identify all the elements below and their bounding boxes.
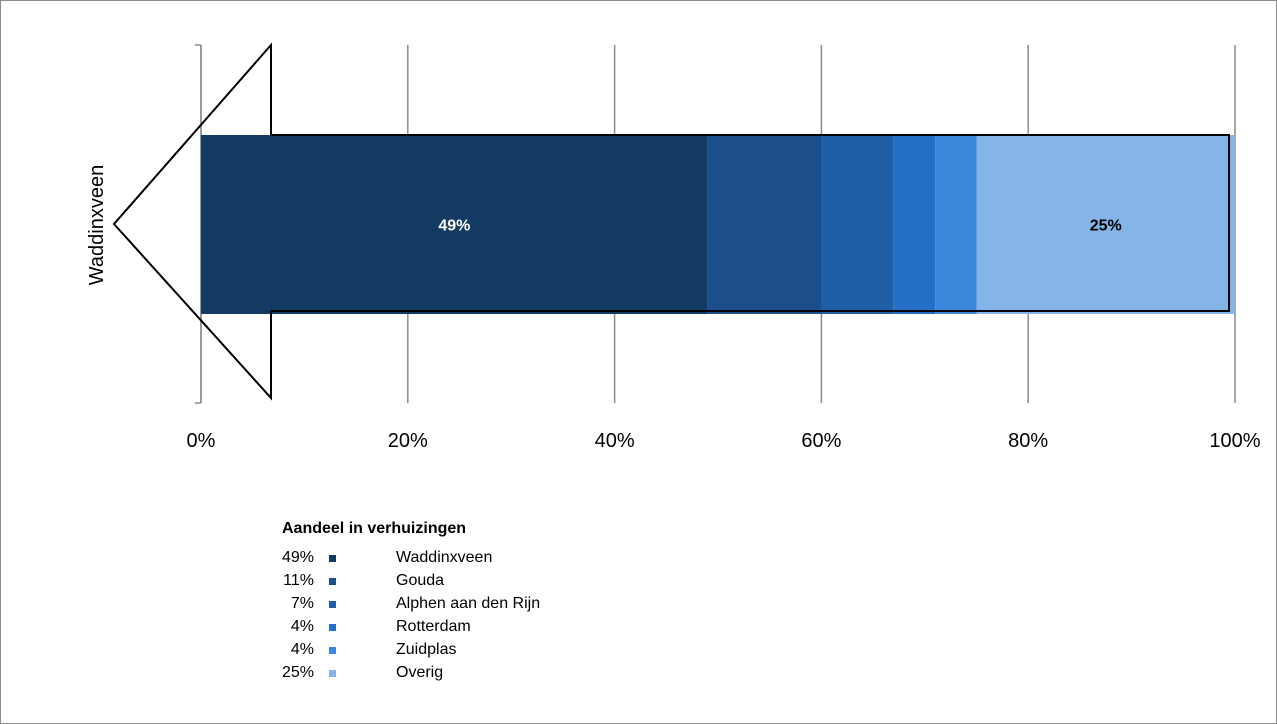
arrow-shape (112, 42, 1230, 401)
legend-item-percent: 4% (290, 641, 314, 658)
data-label: 49% (438, 218, 470, 235)
x-axis-ticks: 0% 20% 40% 60% 80% 100% (187, 430, 1261, 452)
data-label: 25% (1090, 218, 1122, 235)
x-tick-label: 100% (1209, 430, 1260, 452)
legend-item-percent: 49% (281, 549, 314, 566)
x-tick-label: 40% (595, 430, 635, 452)
bar-segment (821, 135, 894, 314)
x-tick-label: 0% (187, 430, 216, 452)
legend-swatch (329, 647, 336, 654)
bar-segment (893, 135, 936, 314)
legend-item-percent: 11% (283, 572, 314, 589)
legend-swatch (329, 670, 336, 677)
legend-swatch (329, 624, 336, 631)
legend-item-percent: 7% (290, 595, 314, 612)
x-tick-label: 60% (801, 430, 841, 452)
legend-item-label: Gouda (396, 572, 445, 589)
legend-item-label: Waddinxveen (396, 549, 493, 566)
category-label: Waddinxveen (86, 165, 108, 285)
legend-item-percent: 4% (290, 618, 314, 635)
legend-item-label: Rotterdam (396, 618, 471, 635)
legend-swatch (329, 555, 336, 562)
data-labels: 49% 25% (438, 218, 1121, 235)
legend-item-label: Alphen aan den Rijn (396, 595, 541, 612)
legend-title: Aandeel in verhuizingen (282, 520, 467, 537)
bar-segment (976, 135, 1235, 314)
x-tick-label: 80% (1008, 430, 1048, 452)
bar-segments (201, 135, 1235, 314)
x-tick-label: 20% (388, 430, 428, 452)
arrow-outline (112, 42, 1230, 401)
legend-item-label: Zuidplas (396, 641, 457, 658)
legend-item-percent: 25% (281, 664, 314, 681)
legend-item-label: Overig (396, 664, 444, 681)
bar-segment (201, 135, 708, 314)
legend-swatch (329, 601, 336, 608)
bar-segment (707, 135, 822, 314)
bar-segment (935, 135, 977, 314)
legend-swatch (329, 578, 336, 585)
